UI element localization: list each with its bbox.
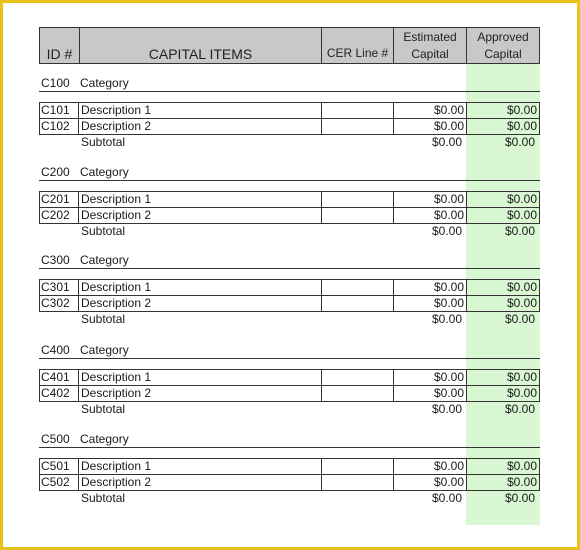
category-id: C400 xyxy=(41,343,70,357)
row-description[interactable]: Description 2 xyxy=(81,386,152,400)
category-label: Category xyxy=(80,253,129,267)
category-label: Category xyxy=(80,432,129,446)
header-cer-line: CER Line # xyxy=(326,46,389,60)
category-id: C300 xyxy=(41,253,70,267)
row-approved-capital[interactable]: $0.00 xyxy=(506,192,537,206)
row-approved-capital[interactable]: $0.00 xyxy=(506,386,537,400)
row-description[interactable]: Description 1 xyxy=(81,370,152,384)
cer-line-cell[interactable] xyxy=(321,474,394,491)
estimated-cell-border xyxy=(393,207,467,224)
row-estimated-capital[interactable]: $0.00 xyxy=(433,208,464,222)
header-items-cell: CAPITAL ITEMS xyxy=(79,27,322,64)
header-id: ID # xyxy=(46,46,73,62)
header-cer-cell: CER Line # xyxy=(321,27,394,64)
row-approved-capital[interactable]: $0.00 xyxy=(506,475,537,489)
category-underline xyxy=(39,268,540,269)
row-id: C101 xyxy=(41,103,70,117)
row-approved-capital[interactable]: $0.00 xyxy=(506,103,537,117)
row-id: C402 xyxy=(41,386,70,400)
cer-line-cell[interactable] xyxy=(321,295,394,312)
cer-line-cell[interactable] xyxy=(321,207,394,224)
row-description[interactable]: Description 2 xyxy=(81,208,152,222)
row-id: C302 xyxy=(41,296,70,310)
header-capital-items: CAPITAL ITEMS xyxy=(148,46,253,62)
cer-line-cell[interactable] xyxy=(321,369,394,386)
row-estimated-capital[interactable]: $0.00 xyxy=(433,386,464,400)
subtotal-approved: $0.00 xyxy=(504,135,535,149)
row-approved-capital[interactable]: $0.00 xyxy=(506,280,537,294)
row-id: C502 xyxy=(41,475,70,489)
row-description[interactable]: Description 1 xyxy=(81,459,152,473)
row-id: C301 xyxy=(41,280,70,294)
header-approved-line1: Approved xyxy=(477,30,529,44)
row-id: C201 xyxy=(41,192,70,206)
subtotal-estimated: $0.00 xyxy=(431,491,462,505)
row-estimated-capital[interactable]: $0.00 xyxy=(433,103,464,117)
cer-line-cell[interactable] xyxy=(321,385,394,402)
row-estimated-capital[interactable]: $0.00 xyxy=(433,370,464,384)
row-estimated-capital[interactable]: $0.00 xyxy=(433,475,464,489)
row-description[interactable]: Description 2 xyxy=(81,119,152,133)
subtotal-label: Subtotal xyxy=(81,402,126,416)
row-estimated-capital[interactable]: $0.00 xyxy=(433,192,464,206)
subtotal-estimated: $0.00 xyxy=(431,135,462,149)
header-approved-cell: Approved Capital xyxy=(466,27,540,64)
subtotal-label: Subtotal xyxy=(81,224,126,238)
subtotal-approved: $0.00 xyxy=(504,224,535,238)
row-id: C202 xyxy=(41,208,70,222)
row-approved-capital[interactable]: $0.00 xyxy=(506,208,537,222)
subtotal-approved: $0.00 xyxy=(504,402,535,416)
estimated-cell-border xyxy=(393,474,467,491)
estimated-cell-border xyxy=(393,295,467,312)
row-description[interactable]: Description 2 xyxy=(81,475,152,489)
estimated-cell-border xyxy=(393,385,467,402)
header-estimated-line2: Capital xyxy=(411,47,449,61)
category-label: Category xyxy=(80,343,129,357)
cer-line-cell[interactable] xyxy=(321,279,394,296)
category-id: C100 xyxy=(41,76,70,90)
subtotal-label: Subtotal xyxy=(81,491,126,505)
category-label: Category xyxy=(80,76,129,90)
category-underline xyxy=(39,91,540,92)
row-description[interactable]: Description 1 xyxy=(81,103,152,117)
category-underline xyxy=(39,358,540,359)
cer-line-cell[interactable] xyxy=(321,191,394,208)
category-label: Category xyxy=(80,165,129,179)
row-estimated-capital[interactable]: $0.00 xyxy=(433,119,464,133)
subtotal-approved: $0.00 xyxy=(504,491,535,505)
row-description[interactable]: Description 1 xyxy=(81,192,152,206)
category-underline xyxy=(39,447,540,448)
cer-line-cell[interactable] xyxy=(321,102,394,119)
category-id: C500 xyxy=(41,432,70,446)
row-approved-capital[interactable]: $0.00 xyxy=(506,459,537,473)
subtotal-approved: $0.00 xyxy=(504,312,535,326)
row-estimated-capital[interactable]: $0.00 xyxy=(433,280,464,294)
estimated-cell-border xyxy=(393,118,467,135)
approved-capital-column-highlight xyxy=(466,64,540,525)
category-underline xyxy=(39,180,540,181)
subtotal-estimated: $0.00 xyxy=(431,402,462,416)
row-approved-capital[interactable]: $0.00 xyxy=(506,119,537,133)
subtotal-estimated: $0.00 xyxy=(431,224,462,238)
row-approved-capital[interactable]: $0.00 xyxy=(506,296,537,310)
row-id: C501 xyxy=(41,459,70,473)
row-approved-capital[interactable]: $0.00 xyxy=(506,370,537,384)
cer-line-cell[interactable] xyxy=(321,458,394,475)
subtotal-label: Subtotal xyxy=(81,135,126,149)
subtotal-estimated: $0.00 xyxy=(431,312,462,326)
header-estimated-line1: Estimated xyxy=(403,30,457,44)
header-approved-line2: Capital xyxy=(484,47,522,61)
row-description[interactable]: Description 1 xyxy=(81,280,152,294)
cer-line-cell[interactable] xyxy=(321,118,394,135)
header-id-cell: ID # xyxy=(39,27,80,64)
row-id: C401 xyxy=(41,370,70,384)
subtotal-label: Subtotal xyxy=(81,312,126,326)
row-estimated-capital[interactable]: $0.00 xyxy=(433,459,464,473)
row-id: C102 xyxy=(41,119,70,133)
category-id: C200 xyxy=(41,165,70,179)
row-estimated-capital[interactable]: $0.00 xyxy=(433,296,464,310)
header-estimated-cell: Estimated Capital xyxy=(393,27,467,64)
row-description[interactable]: Description 2 xyxy=(81,296,152,310)
